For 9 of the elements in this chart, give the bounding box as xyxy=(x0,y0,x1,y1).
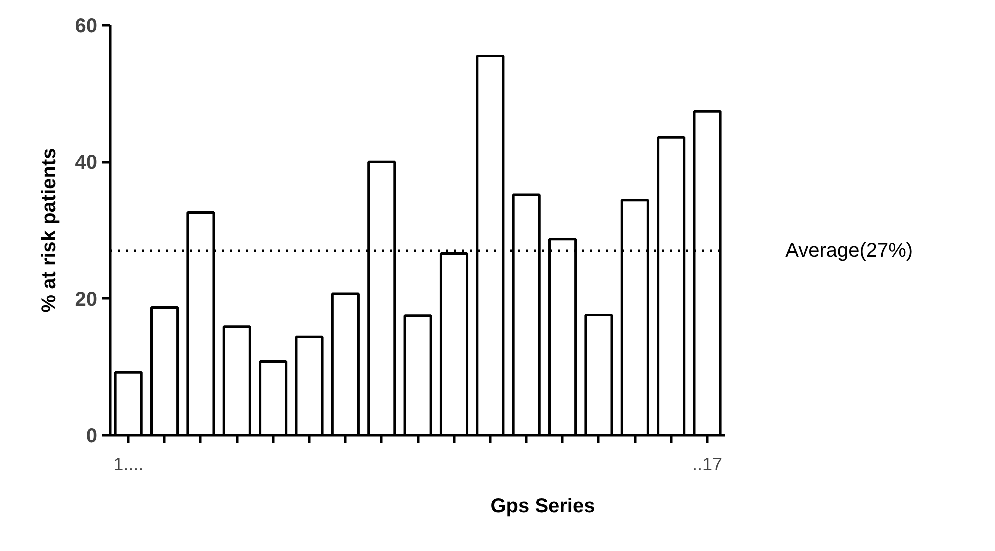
y-tick-label: 40 xyxy=(75,152,98,174)
y-axis-title: % at risk patients xyxy=(38,148,60,313)
y-tick-label: 60 xyxy=(75,16,98,38)
x-tick-label: ..17 xyxy=(692,454,723,474)
x-tick-label: 1.... xyxy=(114,454,144,474)
y-tick-label: 20 xyxy=(75,288,98,311)
x-axis-title: Gps Series xyxy=(490,496,596,518)
ref-line-label: Average(27%) xyxy=(786,240,914,262)
y-tick-label: 0 xyxy=(86,426,98,448)
